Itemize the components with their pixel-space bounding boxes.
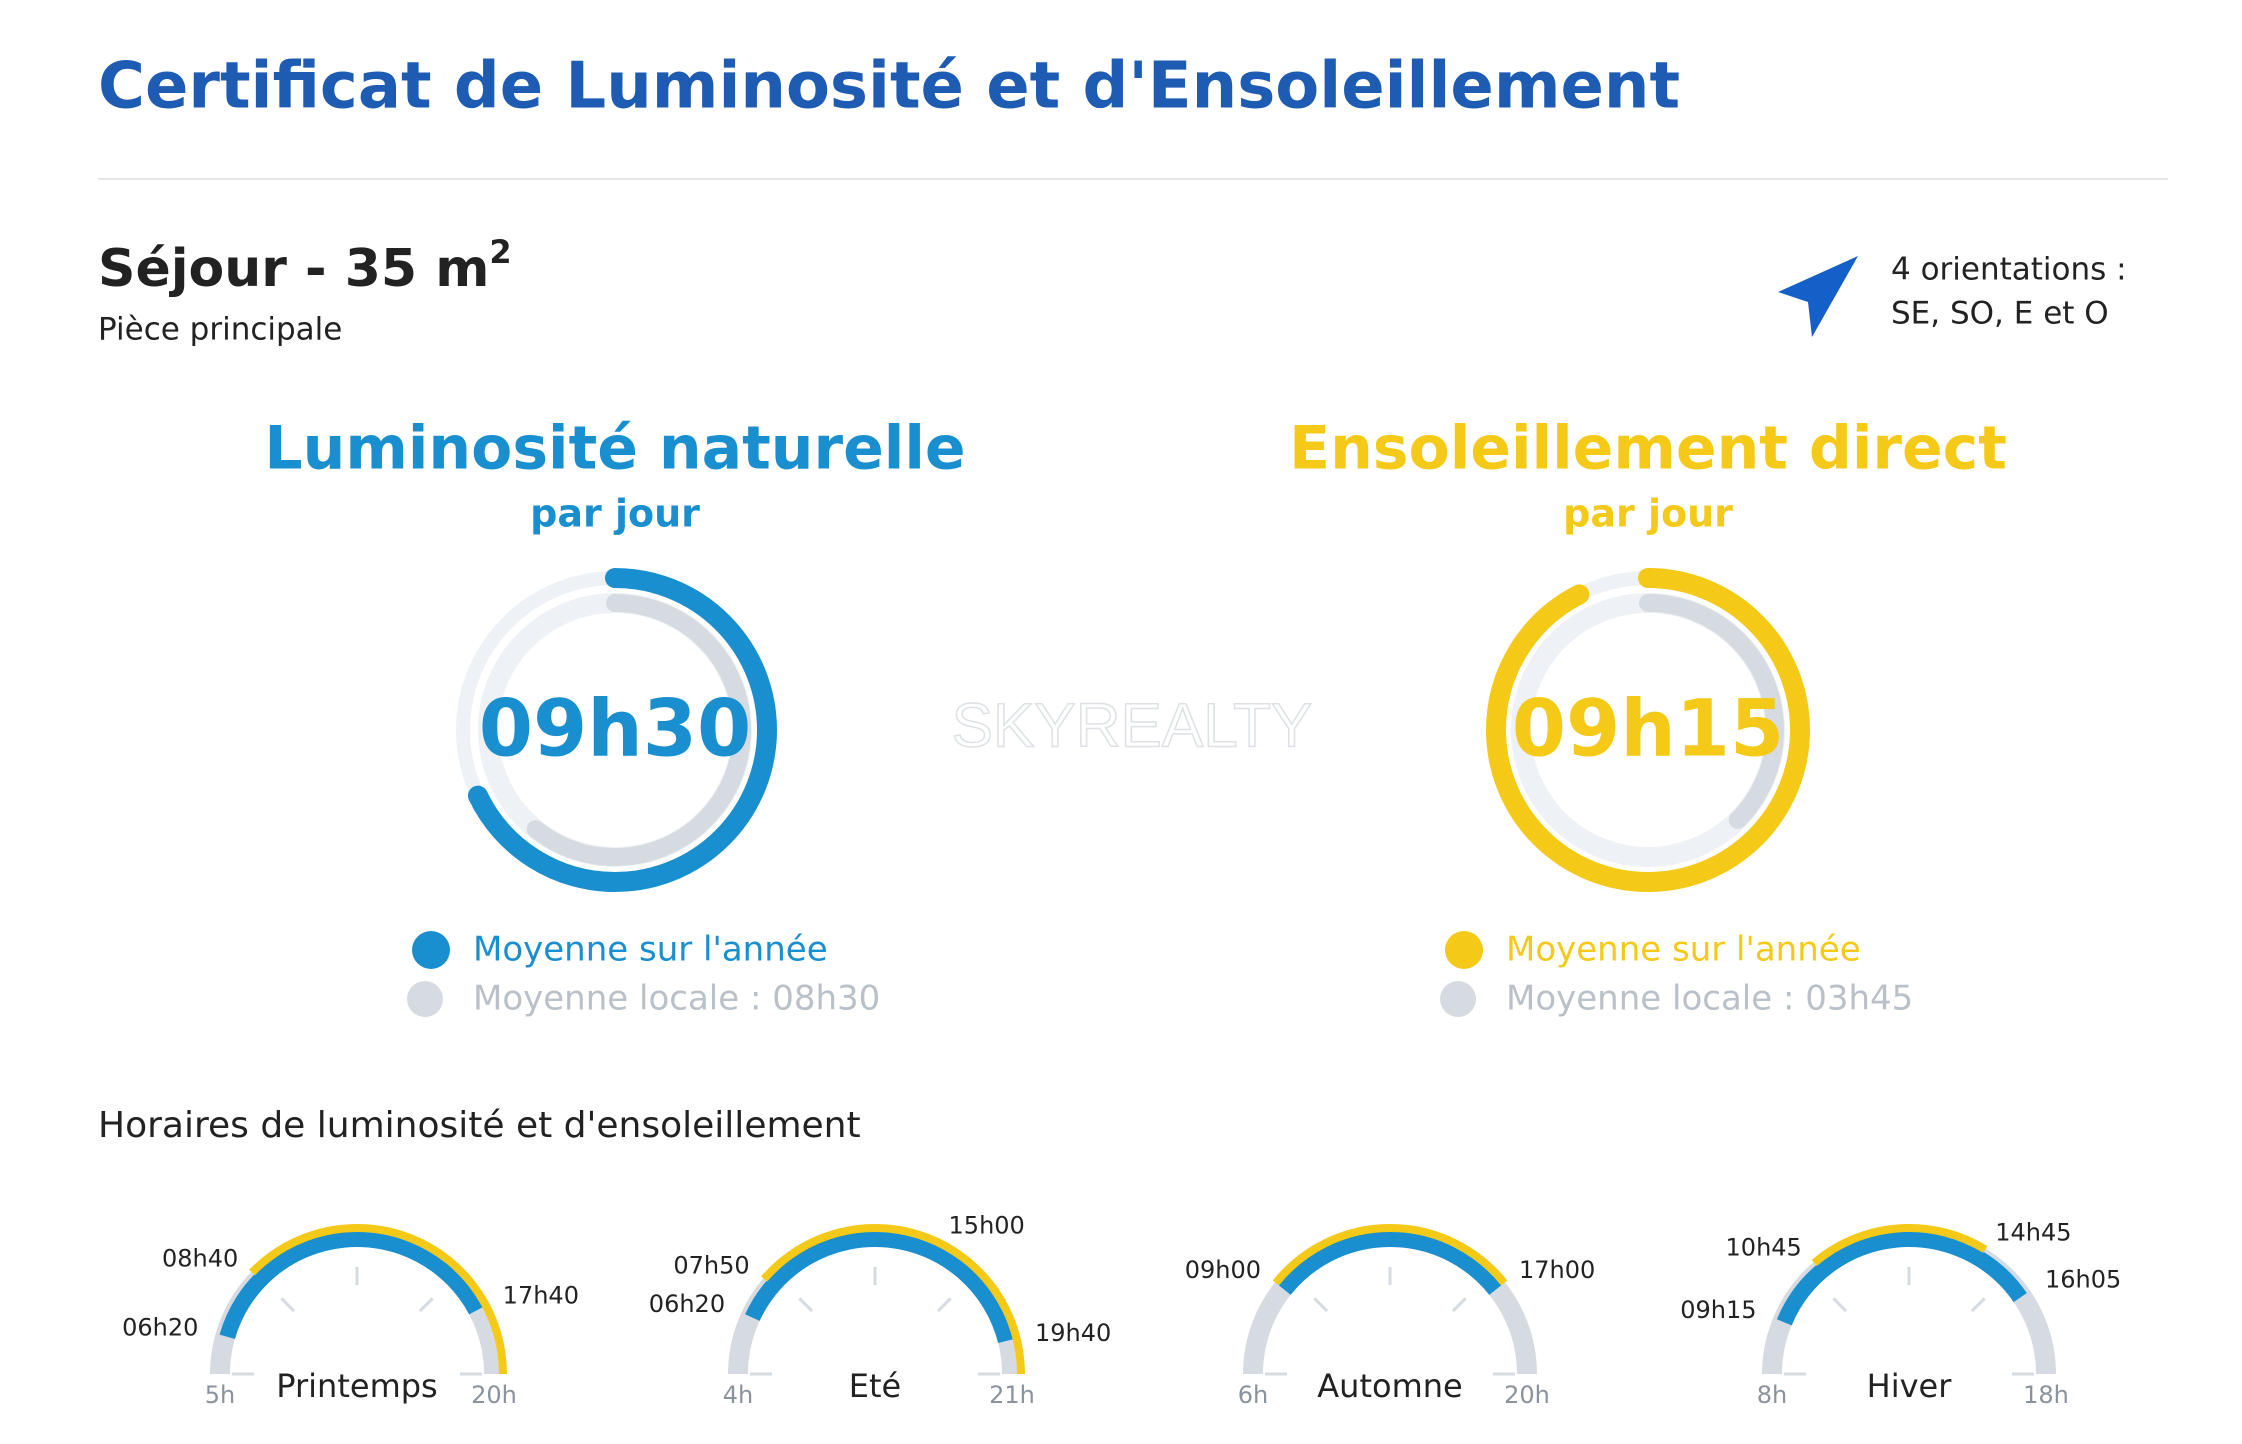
- light-arc: [1776, 1231, 2027, 1326]
- legend-label: Moyenne locale : 08h30: [473, 979, 880, 1019]
- time-label: 06h20: [122, 1314, 198, 1342]
- room-name: Séjour - 35 m2: [98, 233, 512, 299]
- gauge-tick: [1313, 1297, 1329, 1313]
- time-label: 19h40: [1035, 1319, 1111, 1347]
- gauge-tick: [1970, 1297, 1986, 1313]
- gauge-tick: [418, 1297, 434, 1313]
- orientation-icon: [1778, 256, 1858, 337]
- legend-dot: [407, 981, 443, 1017]
- time-label: 15h00: [949, 1211, 1025, 1239]
- sun-arc: [1272, 1224, 1508, 1286]
- sun-arc: [1811, 1224, 1988, 1267]
- season-name: Eté: [849, 1367, 901, 1405]
- sun-arc: [249, 1224, 507, 1375]
- time-label: 14h45: [1995, 1218, 2071, 1246]
- orientation-line: SE, SO, E et O: [1891, 296, 2109, 332]
- watermark: SKYREALTY: [952, 691, 1313, 760]
- light-arc: [745, 1231, 1014, 1344]
- range-label: 20h: [1504, 1381, 1550, 1409]
- title: Certificat de Luminosité et d'Ensoleille…: [98, 50, 1680, 124]
- gauge-tick: [798, 1297, 814, 1313]
- time-label: 17h00: [1519, 1256, 1595, 1284]
- ring-value-label: 09h30: [479, 684, 752, 774]
- orientation-line: 4 orientations :: [1891, 252, 2127, 288]
- time-label: 16h05: [2045, 1266, 2121, 1294]
- ring-local: [479, 594, 751, 866]
- schedule-title: Horaires de luminosité et d'ensoleilleme…: [98, 1105, 861, 1146]
- ring-value-label: 09h15: [1512, 684, 1785, 774]
- time-label: 06h20: [649, 1290, 725, 1318]
- sun-arc: [761, 1224, 1025, 1375]
- range-label: 18h: [2023, 1381, 2069, 1409]
- ring-value: [1486, 568, 1810, 892]
- legend-label: Moyenne sur l'année: [1506, 930, 1861, 970]
- gauge-track: [1762, 1227, 2056, 1375]
- range-label: 6h: [1238, 1381, 1268, 1409]
- legend-dot: [1440, 981, 1476, 1017]
- legend-label: Moyenne locale : 03h45: [1506, 979, 1913, 1019]
- time-label: 09h00: [1185, 1256, 1261, 1284]
- season-name: Automne: [1317, 1367, 1462, 1405]
- time-label: 17h40: [503, 1282, 579, 1310]
- light-arc: [219, 1231, 484, 1340]
- time-label: 08h40: [162, 1244, 238, 1272]
- range-label: 21h: [989, 1381, 1035, 1409]
- legend-label: Moyenne sur l'année: [473, 930, 828, 970]
- ring-local: [1512, 594, 1784, 866]
- range-label: 4h: [723, 1381, 753, 1409]
- gauge-tick: [936, 1297, 952, 1313]
- gauge-tick: [1451, 1297, 1467, 1313]
- gauge-track: [728, 1227, 1022, 1375]
- room-subtitle: Pièce principale: [98, 312, 342, 348]
- gauge-track: [1243, 1227, 1537, 1375]
- range-label: 20h: [471, 1381, 517, 1409]
- light-arc: [1278, 1231, 1502, 1295]
- range-label: 5h: [205, 1381, 235, 1409]
- legend-dot: [412, 931, 450, 969]
- ring-value: [453, 568, 777, 892]
- time-label: 09h15: [1680, 1296, 1756, 1324]
- gauge-tick: [1832, 1297, 1848, 1313]
- gauge-tick: [280, 1297, 296, 1313]
- ring-subtitle: par jour: [530, 492, 700, 536]
- ring-title: Ensoleillement direct: [1289, 414, 2007, 484]
- gauge-track: [210, 1227, 504, 1375]
- range-label: 8h: [1757, 1381, 1787, 1409]
- time-label: 07h50: [673, 1252, 749, 1280]
- time-label: 10h45: [1726, 1234, 1802, 1262]
- legend-dot: [1445, 931, 1483, 969]
- room-sup: 2: [489, 233, 511, 271]
- season-name: Hiver: [1867, 1367, 1953, 1405]
- room-name-text: Séjour - 35 m: [98, 239, 489, 299]
- ring-subtitle: par jour: [1563, 492, 1733, 536]
- ring-title: Luminosité naturelle: [264, 414, 965, 484]
- season-name: Printemps: [276, 1367, 437, 1405]
